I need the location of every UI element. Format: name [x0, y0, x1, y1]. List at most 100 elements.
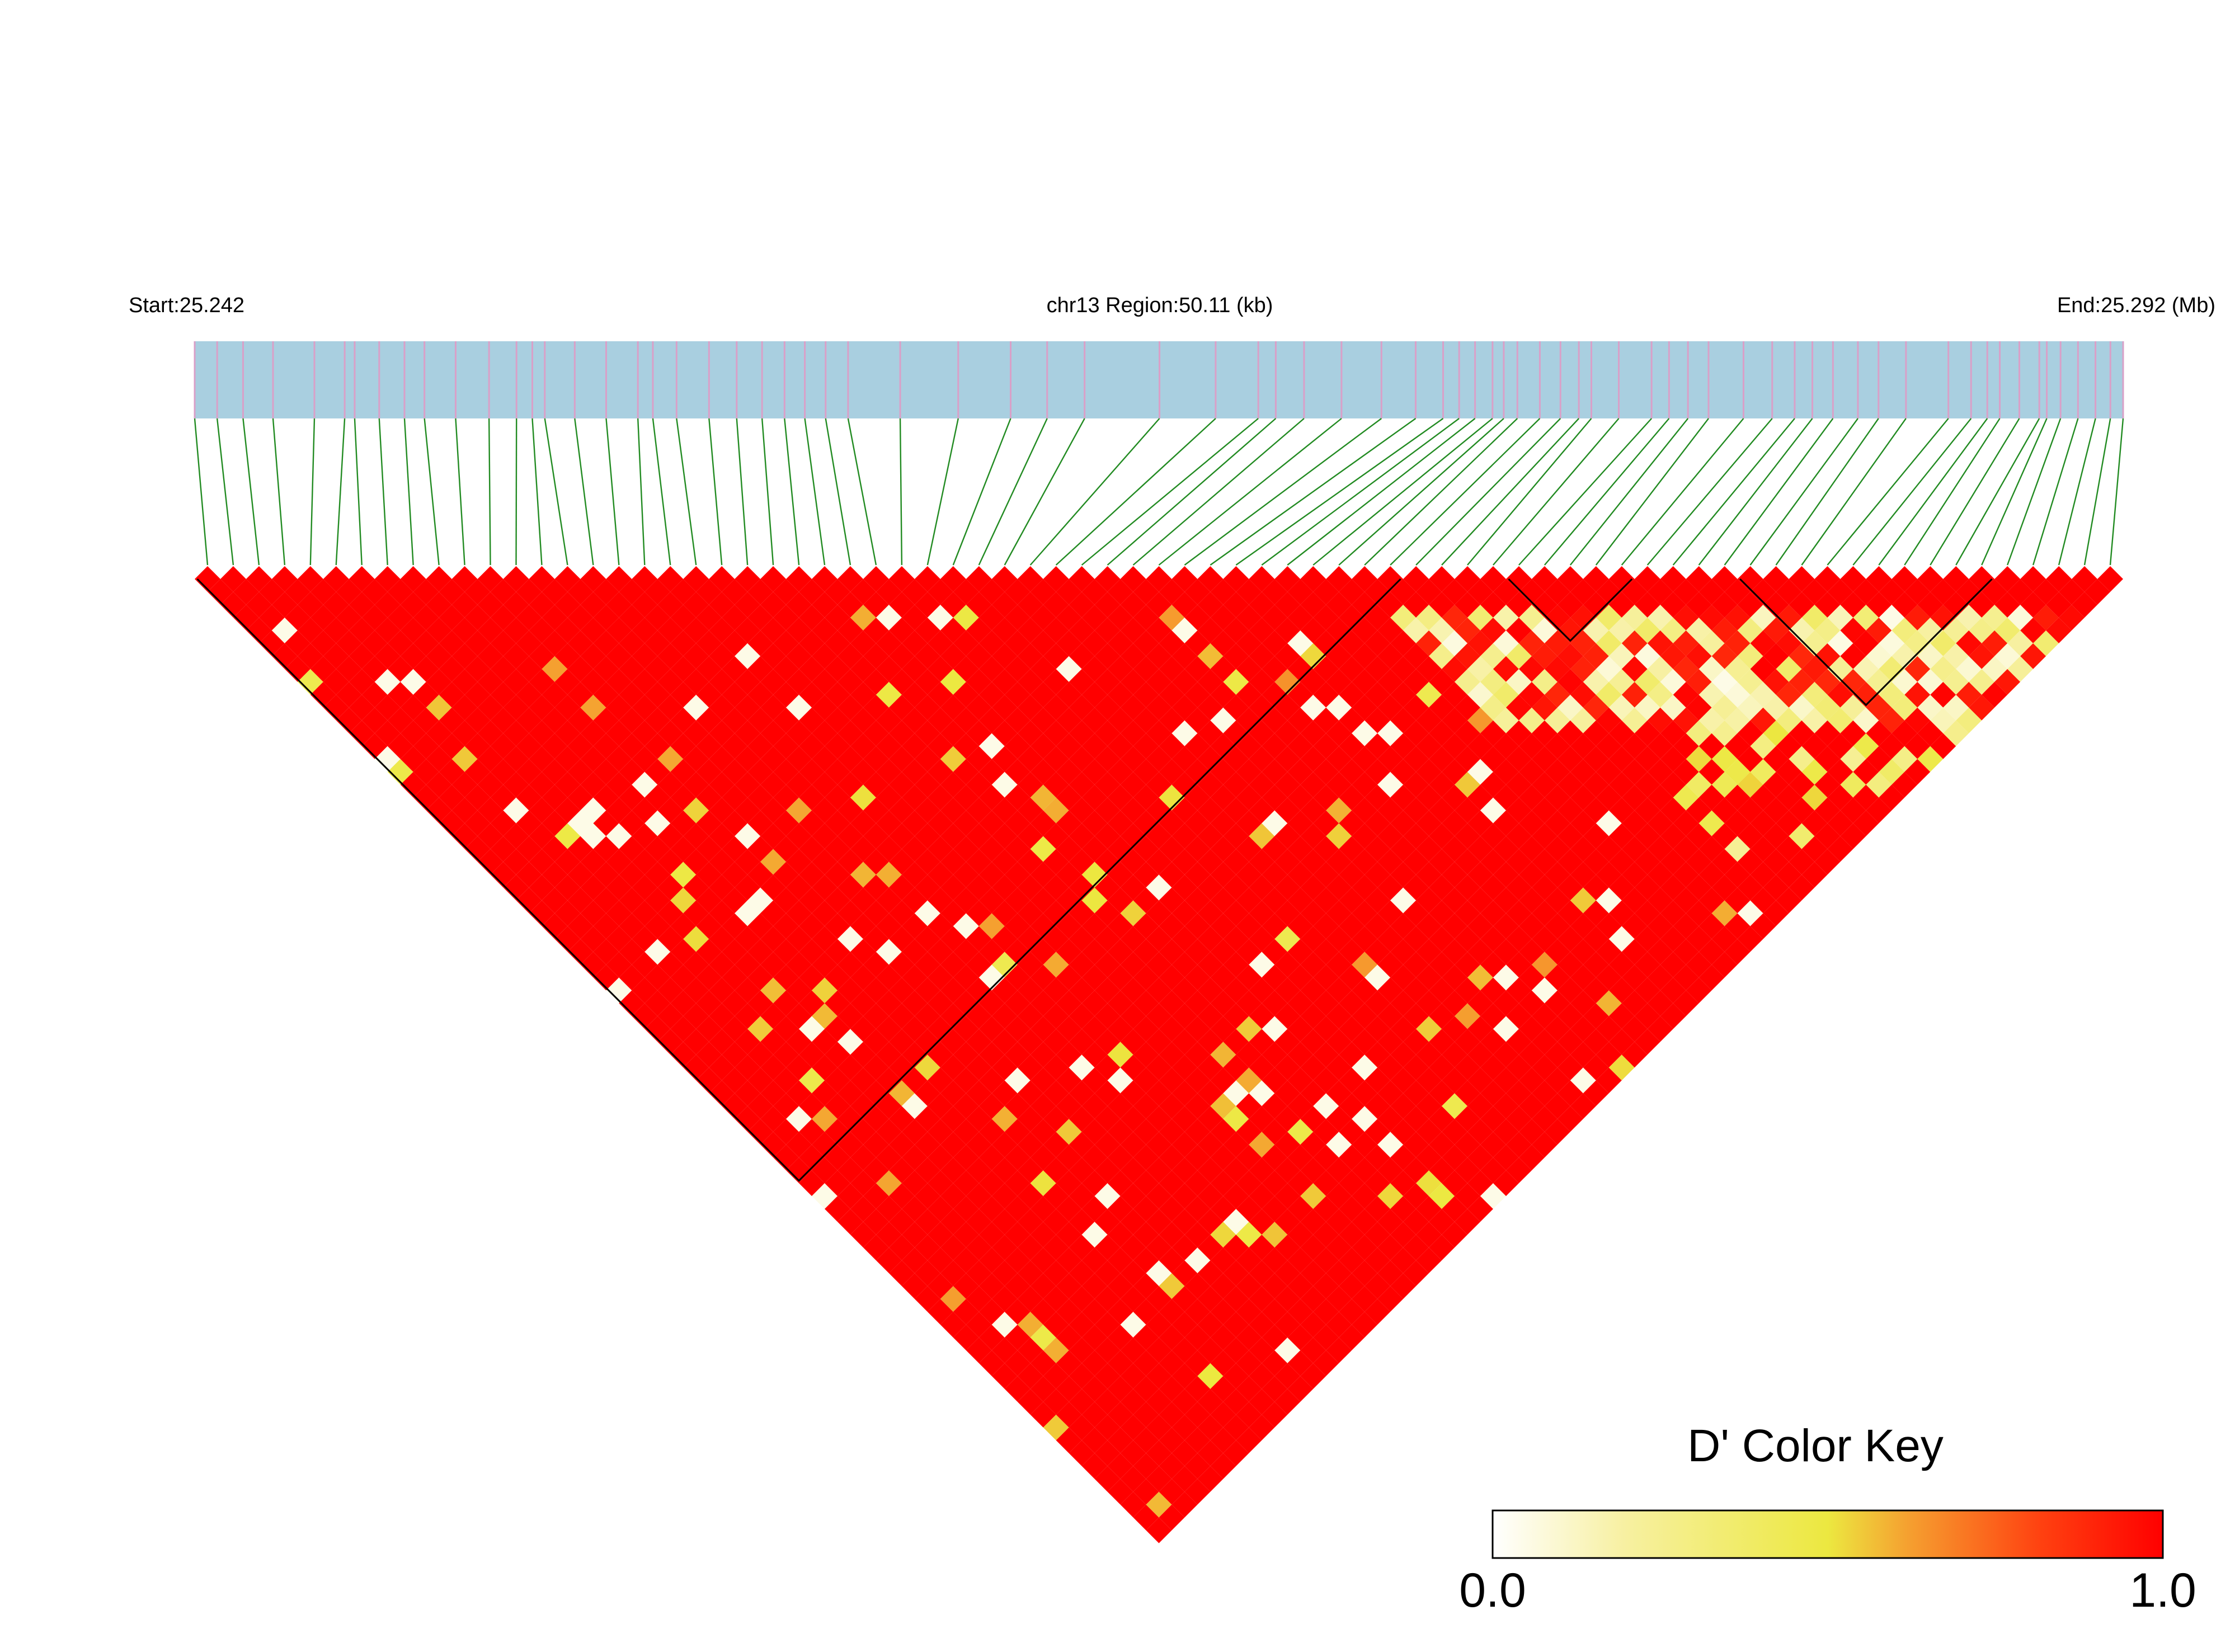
ld-cell — [477, 797, 504, 823]
ld-cell — [439, 681, 465, 708]
ld-cell — [310, 681, 336, 708]
ld-cell — [863, 643, 889, 669]
ld-cell — [1223, 643, 1249, 669]
ld-cell — [516, 707, 542, 733]
ld-cell — [246, 591, 272, 618]
ld-cell — [1094, 1106, 1121, 1132]
ld-cell — [940, 797, 966, 823]
ld-cell — [400, 617, 426, 643]
snp-connector — [1646, 418, 1773, 566]
ld-cell — [516, 759, 542, 785]
color-key-bar — [1491, 1509, 2164, 1559]
ld-cell — [439, 810, 465, 836]
ld-cell — [1017, 926, 1043, 952]
ld-cell — [554, 694, 581, 721]
ld-cell — [1017, 1157, 1043, 1184]
ld-cell — [477, 823, 504, 849]
ld-cell — [773, 681, 799, 708]
ld-cell — [940, 1080, 966, 1107]
ld-cell — [1377, 823, 1404, 849]
snp-connector — [515, 418, 517, 566]
ld-cell — [1377, 1234, 1404, 1260]
ld-cell — [696, 913, 722, 939]
ld-cell — [1223, 1260, 1249, 1286]
snp-connector — [1055, 418, 1216, 566]
snp-connector — [1390, 418, 1541, 566]
ld-cell — [1223, 1389, 1249, 1415]
ld-cell — [400, 643, 426, 669]
ld-cell — [439, 707, 465, 733]
ld-cell — [863, 771, 889, 798]
ld-cell — [554, 566, 581, 592]
ld-cell — [1223, 1311, 1249, 1338]
ld-cell — [1094, 1414, 1121, 1441]
ld-cell — [1866, 746, 1892, 772]
ld-cell — [1377, 694, 1404, 721]
ld-cell — [1377, 746, 1404, 772]
snp-connector — [1184, 418, 1382, 566]
snp-connector — [455, 418, 465, 566]
ld-cell — [863, 1080, 889, 1107]
ld-cell — [1866, 617, 1892, 643]
ld-cell — [773, 604, 799, 630]
start-label: Start:25.242 — [129, 294, 244, 317]
ld-cell — [1223, 1183, 1249, 1209]
ld-cell — [1223, 1234, 1249, 1260]
ld-cell — [1223, 669, 1249, 695]
ld-cell — [1377, 1029, 1404, 1055]
ld-cell — [1223, 926, 1249, 952]
ld-cell — [1017, 1311, 1043, 1338]
ld-cell — [773, 1093, 799, 1119]
ld-cell — [439, 579, 465, 605]
ld-cell — [1377, 874, 1404, 901]
ld-cell — [696, 707, 722, 733]
ld-cell — [619, 784, 645, 811]
ld-cell — [863, 746, 889, 772]
ld-cell — [1544, 990, 1570, 1016]
ld-cell — [619, 964, 645, 991]
ld-cell — [1094, 900, 1121, 926]
ld-cell — [1544, 656, 1570, 682]
ld-cell — [1094, 643, 1121, 669]
ld-cell — [1017, 900, 1043, 926]
ld-cell — [1094, 823, 1121, 849]
ld-cell — [1223, 900, 1249, 926]
ld-cell — [1017, 1183, 1043, 1209]
ld-cell — [400, 669, 426, 695]
ld-cell — [1891, 771, 1918, 798]
ld-cell — [1544, 784, 1570, 811]
ld-cell — [1377, 900, 1404, 926]
snp-connector — [2007, 418, 2062, 566]
ld-cell — [619, 733, 645, 759]
ld-cell — [516, 733, 542, 759]
ld-cell — [940, 591, 966, 618]
ld-cell — [863, 1055, 889, 1081]
ld-cell — [400, 720, 426, 746]
snp-connector — [1441, 418, 1580, 566]
ld-cell — [940, 1234, 966, 1260]
ld-cell — [1698, 810, 1725, 836]
ld-cell — [773, 913, 799, 939]
snp-connectors — [194, 418, 2124, 566]
snp-connector — [899, 418, 903, 566]
ld-cell — [1698, 759, 1725, 785]
ld-cell — [1094, 1440, 1121, 1466]
ld-cell — [554, 823, 581, 849]
ld-cell — [1570, 1093, 1596, 1119]
ld-cell — [361, 656, 388, 682]
ld-cell — [940, 617, 966, 643]
color-key-max-label: 1.0 — [2129, 1564, 2196, 1617]
ld-cell — [439, 630, 465, 656]
ld-cell — [773, 990, 799, 1016]
ld-cell — [1377, 1132, 1404, 1158]
snp-connector — [354, 418, 363, 566]
ld-cell — [940, 643, 966, 669]
ld-cell — [863, 1029, 889, 1055]
end-label: End:25.292 (Mb) — [2057, 294, 2215, 317]
ld-cell — [1698, 707, 1725, 733]
ld-cell — [1377, 669, 1404, 695]
ld-cell — [1094, 1363, 1121, 1389]
ld-cell — [696, 990, 722, 1016]
ld-cell — [1017, 823, 1043, 849]
